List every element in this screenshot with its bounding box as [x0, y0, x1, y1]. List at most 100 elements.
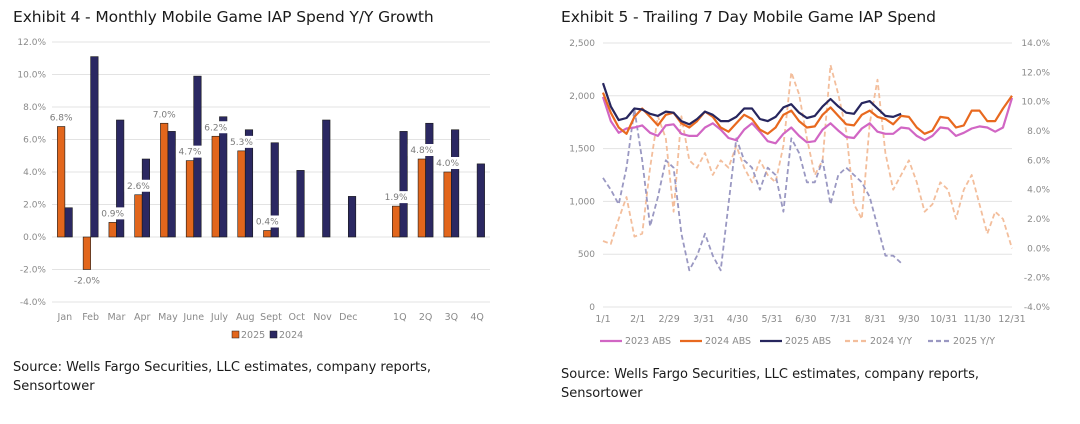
- x-tick-label: Feb: [82, 312, 99, 323]
- bar-2024: [451, 129, 460, 238]
- bar-2025: [392, 205, 401, 238]
- exhibit-5-title: Exhibit 5 - Trailing 7 Day Mobile Game I…: [561, 8, 936, 26]
- data-label: 5.3%: [230, 138, 253, 148]
- y2-tick-label: -4.0%: [1024, 303, 1051, 313]
- x-tick-label: Sept: [260, 312, 282, 323]
- bar-2024: [64, 207, 73, 238]
- y2-tick-label: 10.0%: [1021, 98, 1050, 108]
- exhibit-4-title: Exhibit 4 - Monthly Mobile Game IAP Spen…: [13, 8, 434, 26]
- legend-label: 2025 Y/Y: [953, 336, 995, 347]
- legend-label: 2023 ABS: [625, 336, 671, 347]
- y-tick-label: 2.0%: [23, 201, 46, 211]
- y-tick-label: 2,500: [569, 39, 595, 49]
- data-label-bg: [253, 215, 282, 228]
- x-tick-label: 2Q: [419, 312, 433, 323]
- y-tick-label: 1,500: [569, 145, 595, 155]
- data-label: 4.8%: [410, 146, 433, 156]
- x-tick-label: Apr: [134, 312, 151, 323]
- x-tick-label: Aug: [236, 312, 255, 323]
- y2-tick-label: 0.0%: [1027, 244, 1050, 254]
- exhibit-5-line-chart: 2,500 2,000 1,500 1,000 500 0 14.0% 12.0% 10.0% 8…: [569, 39, 1051, 347]
- data-label: 0.4%: [256, 218, 279, 228]
- bar-2024: [116, 119, 125, 238]
- y-tick-label: 12.0%: [17, 38, 46, 48]
- y2-tick-label: 14.0%: [1021, 39, 1050, 49]
- x-tick-label: Mar: [107, 312, 125, 323]
- y2-tick-label: 4.0%: [1027, 186, 1050, 196]
- x-tick-label: 1Q: [393, 312, 407, 323]
- x-tick-label: 1/1: [595, 314, 610, 325]
- data-label: -2.0%: [74, 277, 101, 287]
- exhibit-4-panel: Exhibit 4 - Monthly Mobile Game IAP Spen…: [13, 8, 490, 394]
- y2-tick-label: 8.0%: [1027, 127, 1050, 137]
- data-label: 7.0%: [153, 110, 176, 120]
- y-tick-label: -4.0%: [20, 298, 47, 308]
- series-line-2025-abs: [601, 82, 902, 126]
- data-label: 4.0%: [436, 159, 459, 169]
- y2-tick-label: 12.0%: [1021, 68, 1050, 78]
- series-line-2024-y-y: [602, 64, 1013, 249]
- exhibit-4-source: Source: Wells Fargo Securities, LLC esti…: [13, 360, 432, 394]
- data-label: 4.7%: [179, 148, 202, 158]
- bar-2025: [82, 236, 91, 270]
- bar-2025: [237, 150, 246, 238]
- data-label-bg: [433, 157, 462, 169]
- x-tick-label: July: [210, 312, 228, 323]
- x-tick-label: Jan: [57, 312, 73, 323]
- x-tick-label: 5/31: [762, 314, 783, 325]
- data-label-bg: [175, 145, 204, 158]
- series-line-2023-abs: [601, 96, 1014, 145]
- y-tick-label: 4.0%: [23, 168, 46, 178]
- x-tick-label: 4Q: [470, 312, 484, 323]
- bar-2024: [167, 131, 176, 238]
- x-tick-label: 6/30: [795, 314, 816, 325]
- exhibit-5-panel: Exhibit 5 - Trailing 7 Day Mobile Game I…: [540, 0, 1080, 424]
- data-label: 6.8%: [50, 114, 73, 124]
- bar-2025: [160, 122, 169, 238]
- bar-2024: [90, 56, 99, 238]
- exhibit-5-source: Source: Wells Fargo Securities, LLC esti…: [561, 367, 980, 401]
- bar-2024: [399, 131, 408, 238]
- x-tick-label: 3/31: [693, 314, 714, 325]
- bar-2024: [296, 170, 305, 238]
- data-label-bg: [150, 108, 179, 121]
- x-tick-label: 2/29: [658, 314, 679, 325]
- bar-2025: [108, 222, 117, 238]
- x-tick-label: 10/31: [930, 314, 957, 325]
- bar-2024: [141, 158, 150, 238]
- y2-tick-label: -2.0%: [1024, 274, 1051, 284]
- data-label: 2.6%: [127, 182, 150, 192]
- y-tick-label: 1,000: [569, 197, 595, 207]
- bar-2024: [347, 196, 357, 238]
- x-tick-label: 3Q: [445, 312, 459, 323]
- x-tick-label: Dec: [339, 312, 357, 323]
- x-tick-label: Nov: [313, 312, 332, 323]
- y-tick-label: 500: [578, 250, 595, 260]
- legend-swatch-2024: [269, 330, 278, 339]
- bar-2025: [443, 171, 452, 238]
- data-label-bg: [98, 207, 127, 220]
- data-label-bg: [72, 274, 101, 287]
- x-tick-label: 4/30: [727, 314, 748, 325]
- x-tick-label: 11/30: [964, 314, 991, 325]
- y-tick-label: -2.0%: [20, 266, 47, 276]
- data-label-bg: [201, 121, 230, 134]
- data-label-bg: [407, 144, 436, 156]
- data-label: 0.9%: [101, 209, 124, 219]
- x-tick-label: May: [158, 312, 178, 323]
- x-tick-label: 8/31: [865, 314, 886, 325]
- bar-2024: [322, 119, 331, 238]
- x-tick-label: Oct: [289, 312, 306, 323]
- series-line-2025-y-y: [602, 108, 902, 272]
- bar-2025: [185, 160, 195, 238]
- y2-tick-label: 6.0%: [1027, 156, 1050, 166]
- bar-2025: [263, 230, 272, 238]
- legend-label: 2025: [241, 330, 265, 341]
- x-tick-label: 7/31: [830, 314, 851, 325]
- data-label-bg: [47, 111, 76, 124]
- y-tick-label: 0: [589, 303, 595, 313]
- data-label: 1.9%: [385, 193, 408, 203]
- bar-2025: [57, 126, 66, 238]
- y-tick-label: 8.0%: [23, 103, 46, 113]
- legend-label: 2024 ABS: [705, 336, 751, 347]
